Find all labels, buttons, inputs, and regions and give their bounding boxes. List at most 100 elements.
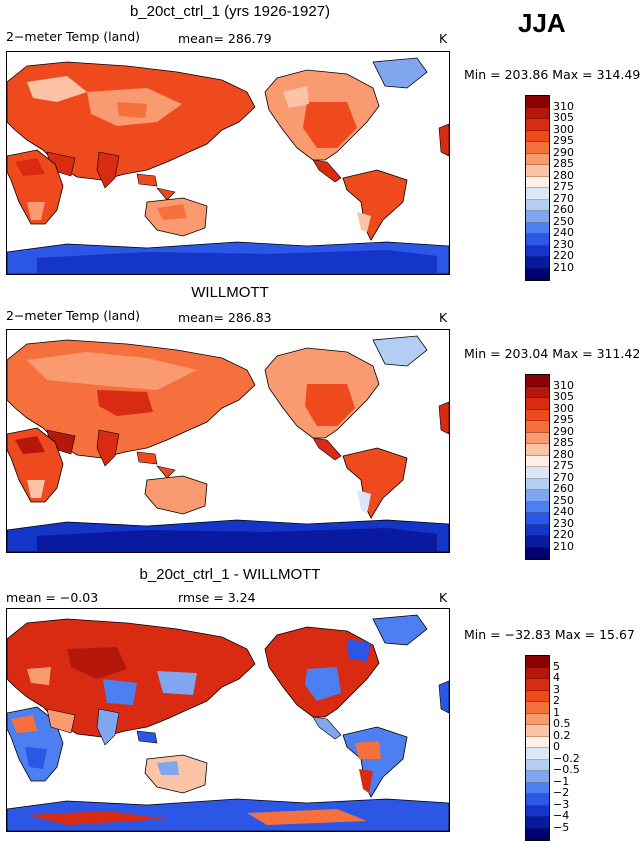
world-map-model xyxy=(6,51,450,275)
min-max-label: Min = 203.86 Max = 314.49 xyxy=(464,67,641,82)
world-map-difference xyxy=(6,608,450,832)
colorbar-swatch xyxy=(526,386,549,398)
colorbar-tick-label: 300 xyxy=(553,401,574,415)
colorbar-tick-label: 275 xyxy=(553,459,574,472)
colorbar-tick-label: 0.5 xyxy=(553,717,571,730)
colorbar-tick-label: 0.2 xyxy=(553,728,571,742)
colorbar-tick-label: 210 xyxy=(553,260,574,274)
colorbar-tick-label: 0 xyxy=(553,740,560,753)
colorbar-swatch xyxy=(526,690,549,702)
colorbar-tick-label: 240 xyxy=(553,226,574,239)
colorbar-tick-label: 4 xyxy=(553,671,560,684)
mean-label: mean= 286.79 xyxy=(178,31,272,46)
colorbar-tick-label: 295 xyxy=(553,413,574,426)
colorbar-swatch xyxy=(526,748,549,760)
colorbar-tick-label: 260 xyxy=(553,482,574,495)
colorbar-tick-label: 3 xyxy=(553,682,560,696)
colorbar-swatch xyxy=(526,828,549,840)
colorbar-swatch xyxy=(526,547,549,559)
season-label: JJA xyxy=(518,8,566,38)
colorbar-model xyxy=(525,95,550,281)
colorbar-swatch xyxy=(526,165,549,177)
panel-title: WILLMOTT xyxy=(191,284,269,301)
colorbar-swatch xyxy=(526,432,549,444)
colorbar-swatch xyxy=(526,222,549,234)
colorbar-tick-label: 5 xyxy=(553,659,560,673)
panel-title: b_20ct_ctrl_1 (yrs 1926-1927) xyxy=(129,3,331,20)
colorbar-swatch xyxy=(526,176,549,188)
mean-label: mean = −0.03 xyxy=(6,590,99,605)
colorbar-swatch xyxy=(526,759,549,771)
colorbar-tick-label: 280 xyxy=(553,447,574,461)
min-max-label: Min = 203.04 Max = 311.42 xyxy=(464,346,641,361)
units-label: K xyxy=(439,31,448,46)
colorbar-swatch xyxy=(526,536,549,548)
colorbar-tick-label: 300 xyxy=(553,122,574,136)
colorbar-swatch xyxy=(526,188,549,200)
colorbar-tick-label: 240 xyxy=(553,505,574,518)
colorbar-swatch xyxy=(526,794,549,806)
colorbar-tick-label: 285 xyxy=(553,436,574,449)
world-map-observations xyxy=(6,329,450,553)
colorbar-swatch xyxy=(526,245,549,257)
colorbar-tick-label: 270 xyxy=(553,191,574,205)
colorbar-swatch xyxy=(526,107,549,119)
colorbar-swatch xyxy=(526,467,549,479)
colorbar-tick-label: 305 xyxy=(553,390,574,403)
colorbar-swatch xyxy=(526,771,549,783)
panel-title: b_20ct_ctrl_1 - WILLMOTT xyxy=(139,566,321,583)
colorbar-tick-label: −3 xyxy=(553,797,570,811)
colorbar-tick-label: 250 xyxy=(553,493,574,507)
variable-label: 2−meter Temp (land) xyxy=(6,29,141,44)
mean-label: mean= 286.83 xyxy=(178,310,272,325)
colorbar-swatch xyxy=(526,736,549,748)
colorbar-swatch xyxy=(526,142,549,154)
colorbar-tick-label: 280 xyxy=(553,168,574,182)
colorbar-swatch xyxy=(526,119,549,131)
colorbar-observations xyxy=(525,374,550,560)
colorbar-tick-label: 290 xyxy=(553,145,574,159)
units-label: K xyxy=(439,590,448,605)
colorbar-swatch xyxy=(526,421,549,433)
units-label: K xyxy=(439,310,448,325)
colorbar-tick-label: 310 xyxy=(553,99,574,113)
variable-label: 2−meter Temp (land) xyxy=(6,308,141,323)
colorbar-swatch xyxy=(526,513,549,525)
colorbar-tick-label: −1 xyxy=(553,774,570,788)
colorbar-tick-label: 290 xyxy=(553,424,574,438)
colorbar-swatch xyxy=(526,455,549,467)
colorbar-swatch xyxy=(526,153,549,165)
colorbar-swatch xyxy=(526,478,549,490)
colorbar-tick-label: 295 xyxy=(553,134,574,147)
colorbar-tick-label: 220 xyxy=(553,249,574,262)
colorbar-tick-label: −0.5 xyxy=(553,763,580,776)
colorbar-tick-label: 230 xyxy=(553,516,574,530)
colorbar-swatch xyxy=(526,679,549,691)
colorbar-swatch xyxy=(526,444,549,456)
colorbar-tick-label: 305 xyxy=(553,111,574,124)
colorbar-swatch xyxy=(526,725,549,737)
colorbar-tick-label: 260 xyxy=(553,203,574,216)
colorbar-swatch xyxy=(526,490,549,502)
colorbar-tick-label: 275 xyxy=(553,180,574,193)
min-max-label: Min = −32.83 Max = 15.67 xyxy=(464,627,635,642)
rmse-label: rmse = 3.24 xyxy=(178,590,256,605)
colorbar-swatch xyxy=(526,713,549,725)
colorbar-swatch xyxy=(526,199,549,211)
colorbar-swatch xyxy=(526,656,549,668)
colorbar-swatch xyxy=(526,817,549,829)
colorbar-tick-label: 220 xyxy=(553,528,574,541)
colorbar-tick-label: −5 xyxy=(553,820,570,834)
colorbar-tick-label: 310 xyxy=(553,378,574,392)
colorbar-tick-label: −4 xyxy=(553,809,570,822)
colorbar-swatch xyxy=(526,805,549,817)
colorbar-tick-label: 1 xyxy=(553,705,560,719)
colorbar-swatch xyxy=(526,96,549,108)
colorbar-tick-label: 270 xyxy=(553,470,574,484)
colorbar-tick-label: −0.2 xyxy=(553,751,580,765)
colorbar-swatch xyxy=(526,268,549,280)
colorbar-tick-label: 250 xyxy=(553,214,574,228)
colorbar-difference xyxy=(525,655,550,841)
colorbar-swatch xyxy=(526,409,549,421)
colorbar-tick-label: 230 xyxy=(553,237,574,251)
